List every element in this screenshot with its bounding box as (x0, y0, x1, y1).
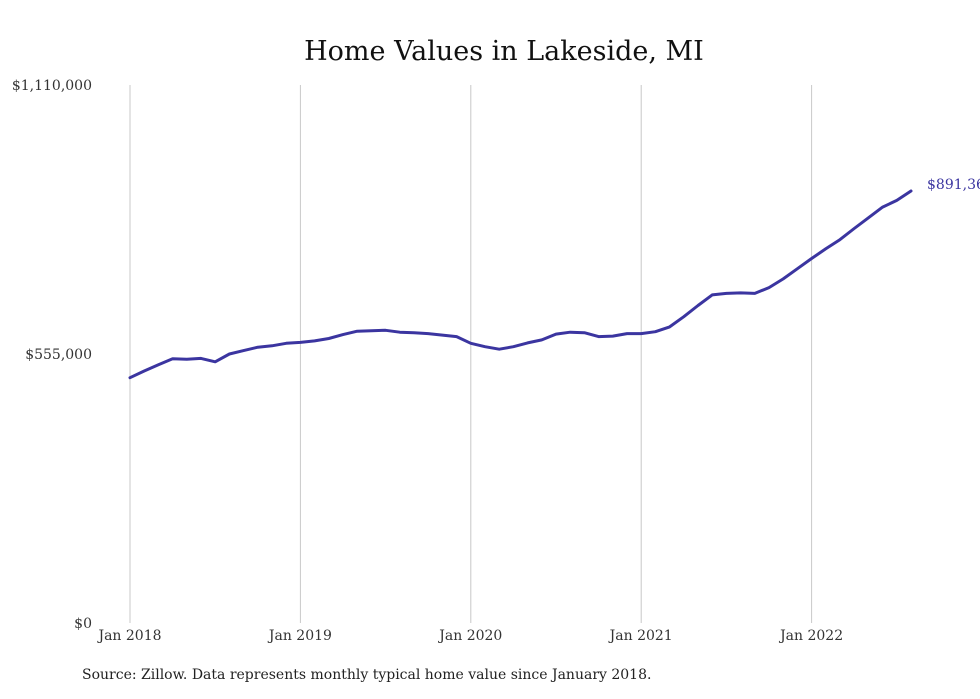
chart-title: Home Values in Lakeside, MI (304, 36, 704, 67)
x-tick-label: Jan 2018 (96, 628, 161, 644)
source-note: Source: Zillow. Data represents monthly … (82, 667, 652, 683)
y-tick-label: $0 (74, 616, 92, 632)
x-gridlines (129, 85, 813, 623)
x-axis: Jan 2018 Jan 2019 Jan 2020 Jan 2021 Jan 2022 (96, 628, 843, 644)
x-tick-label: Jan 2020 (437, 628, 502, 644)
y-tick-label: $1,110,000 (12, 78, 92, 94)
y-tick-label: $555,000 (25, 347, 92, 363)
x-tick-label: Jan 2019 (267, 628, 332, 644)
x-tick-label: Jan 2021 (608, 628, 673, 644)
y-axis: $0 $555,000 $1,110,000 (12, 78, 92, 632)
x-tick-label: Jan 2022 (778, 628, 843, 644)
series-group (128, 189, 913, 380)
end-value-label: $891,367 (927, 177, 980, 193)
series-line (128, 189, 913, 380)
